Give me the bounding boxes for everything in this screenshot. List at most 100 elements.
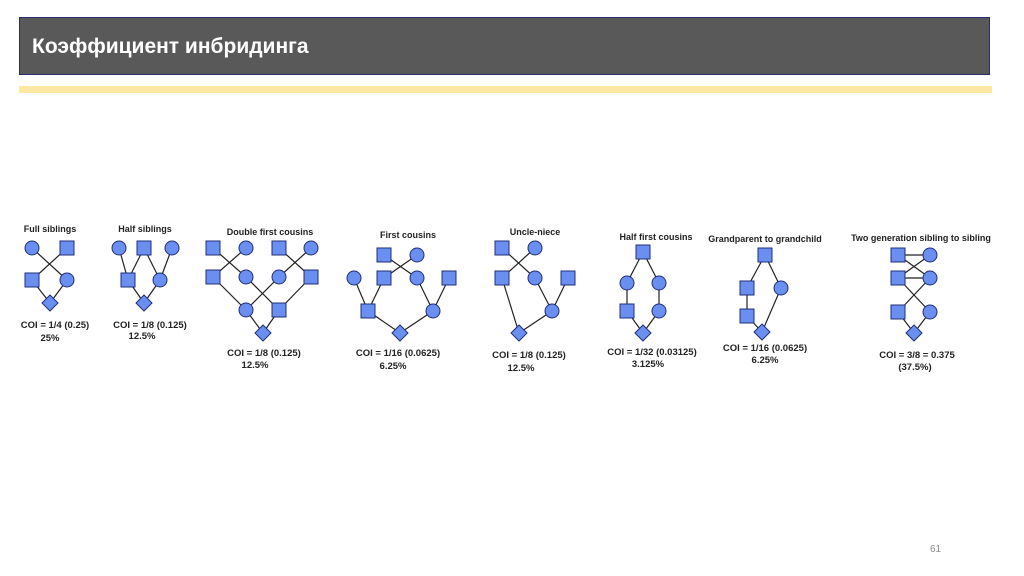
male-node: [739, 280, 755, 296]
pedigree-two-generation-sibling: Two generation sibling to sibling COI = …: [845, 222, 995, 377]
pedigree-half-first-cousins: Half first cousins COI = 1/32 (0.03125) …: [600, 222, 710, 372]
pedigree-diagram: Double first cousins COI = 1/8 (0.125) 1…: [205, 227, 319, 371]
pedigree-title: Double first cousins: [227, 227, 314, 237]
male-node: [494, 270, 510, 286]
male-node: [560, 270, 576, 286]
offspring-node: [254, 324, 272, 342]
pedigree-links: [353, 254, 450, 334]
pedigree-diagram: Half first cousins COI = 1/32 (0.03125) …: [607, 232, 697, 370]
offspring-node: [135, 294, 153, 312]
offspring-node: [391, 324, 409, 342]
female-node: [651, 303, 667, 319]
female-node: [111, 240, 127, 256]
pedigree-nodes: [24, 240, 75, 312]
coi-value: COI = 1/16 (0.0625): [356, 348, 440, 359]
offspring-node: [905, 324, 923, 342]
pedigree-first-cousins: First cousins COI = 1/16 (0.0625) 6.25%: [338, 222, 463, 377]
coi-value: COI = 1/32 (0.03125): [607, 347, 697, 358]
pedigree-diagram: Half siblings COI = 1/8 (0.125) 12.5%: [111, 224, 187, 342]
coi-percent: 3.125%: [632, 359, 665, 370]
male-node: [376, 270, 392, 286]
female-node: [619, 275, 635, 291]
male-node: [303, 269, 319, 285]
male-node: [376, 247, 392, 263]
pedigree-title: Two generation sibling to sibling: [851, 233, 991, 243]
pedigree-links: [212, 247, 312, 334]
female-node: [922, 270, 938, 286]
pedigree-nodes: [111, 240, 180, 312]
pedigree-links: [626, 251, 660, 334]
page-number: 61: [930, 544, 942, 555]
coi-value: COI = 1/8 (0.125): [227, 348, 301, 359]
coi-value: COI = 3/8 = 0.375: [879, 350, 955, 361]
pedigree-uncle-niece: Uncle-niece COI = 1/8 (0.125) 12.5%: [483, 222, 583, 377]
slide-title: Коэффициент инбридинга: [32, 35, 309, 58]
pedigree-diagram: Uncle-niece COI = 1/8 (0.125) 12.5%: [492, 227, 576, 374]
female-node: [238, 240, 254, 256]
male-node: [494, 240, 510, 256]
male-node: [619, 303, 635, 319]
male-node: [136, 240, 152, 256]
pedigree-half-siblings: Half siblings COI = 1/8 (0.125) 12.5%: [105, 222, 200, 352]
offspring-node: [634, 324, 652, 342]
accent-line: [19, 86, 992, 93]
female-node: [24, 240, 40, 256]
coi-percent: 6.25%: [752, 355, 779, 366]
offspring-node: [510, 324, 528, 342]
male-node: [441, 270, 457, 286]
coi-value: COI = 1/4 (0.25): [21, 320, 89, 331]
pedigree-title: Half siblings: [118, 224, 172, 234]
male-node: [757, 247, 773, 263]
female-node: [922, 247, 938, 263]
female-node: [425, 303, 441, 319]
male-node: [739, 308, 755, 324]
title-bar: Коэффициент инбридинга: [19, 17, 990, 75]
pedigree-nodes: [739, 247, 789, 341]
coi-value: COI = 1/16 (0.0625): [723, 343, 807, 354]
male-node: [360, 303, 376, 319]
male-node: [24, 272, 40, 288]
coi-percent: (37.5%): [898, 362, 931, 373]
pedigree-title: Grandparent to grandchild: [708, 234, 822, 244]
coi-percent: 12.5%: [242, 360, 269, 371]
female-node: [527, 270, 543, 286]
pedigree-nodes: [890, 247, 938, 342]
coi-percent: 6.25%: [380, 361, 407, 372]
pedigree-full-siblings: Full siblings COI = 1/4 (0.25) 25%: [15, 222, 105, 352]
male-node: [271, 240, 287, 256]
male-node: [890, 304, 906, 320]
pedigree-nodes: [619, 244, 667, 342]
coi-percent: 25%: [40, 333, 60, 344]
offspring-node: [753, 323, 771, 341]
male-node: [205, 240, 221, 256]
pedigree-double-first-cousins: Double first cousins COI = 1/8 (0.125) 1…: [200, 222, 330, 372]
female-node: [152, 272, 168, 288]
male-node: [890, 270, 906, 286]
female-node: [303, 240, 319, 256]
pedigree-diagram: Two generation sibling to sibling COI = …: [851, 233, 991, 373]
female-node: [527, 240, 543, 256]
pedigree-nodes: [205, 240, 319, 342]
female-node: [922, 304, 938, 320]
coi-value: COI = 1/8 (0.125): [492, 350, 566, 361]
coi-percent: 12.5%: [129, 331, 156, 342]
female-node: [346, 270, 362, 286]
pedigree-links: [897, 254, 931, 334]
pedigree-nodes: [346, 247, 457, 342]
pedigree-title: Half first cousins: [619, 232, 692, 242]
female-node: [651, 275, 667, 291]
female-node: [164, 240, 180, 256]
pedigree-diagram: Grandparent to grandchild COI = 1/16 (0.…: [708, 234, 822, 366]
pedigree-links: [501, 247, 569, 334]
offspring-node: [41, 294, 59, 312]
female-node: [544, 303, 560, 319]
male-node: [635, 244, 651, 260]
female-node: [59, 272, 75, 288]
female-node: [238, 269, 254, 285]
coi-value: COI = 1/8 (0.125): [113, 320, 187, 331]
pedigree-diagram: First cousins COI = 1/16 (0.0625) 6.25%: [346, 230, 457, 372]
female-node: [271, 269, 287, 285]
male-node: [271, 302, 287, 318]
male-node: [890, 247, 906, 263]
pedigree-title: Uncle-niece: [510, 227, 561, 237]
